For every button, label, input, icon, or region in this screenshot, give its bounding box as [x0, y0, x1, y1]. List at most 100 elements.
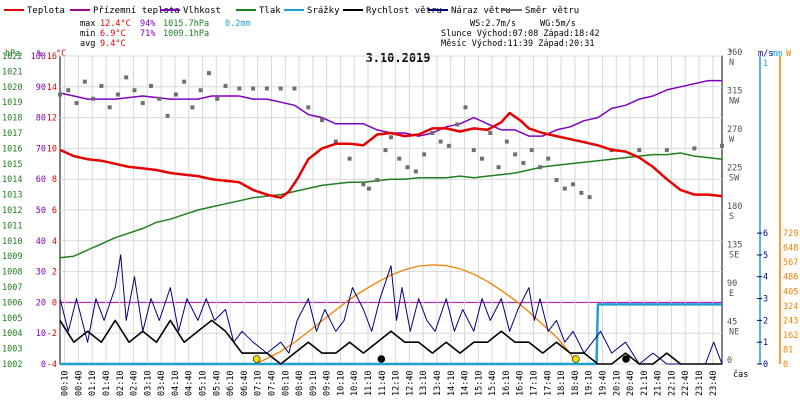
pressure-line — [59, 152, 723, 259]
stat-moon: Měsíc Východ:11:39 Západ:20:31 — [441, 39, 595, 49]
direction-label: SW — [729, 174, 740, 184]
wind-direction-point — [529, 148, 534, 153]
grid — [59, 55, 723, 365]
legend-label: Náraz větru — [451, 6, 511, 16]
wind-direction-point — [383, 148, 388, 153]
sun-radiation-line — [255, 264, 577, 365]
x-tick-label: 05:10 — [199, 370, 209, 396]
humidity-tick: 100 — [31, 52, 46, 62]
humidity-tick: 60 — [36, 175, 46, 185]
stat-ws: WS:2.7m/s — [470, 19, 516, 29]
x-axis: 00:10 00:40 01:10 01:40 02:10 02:40 03:10 03:40… — [61, 370, 719, 396]
x-tick-label: 14:40 — [461, 370, 471, 396]
wind-direction-point — [292, 86, 297, 91]
legend-item-ground-temperature: Přízemní teplota — [70, 6, 180, 16]
direction-label: N — [729, 58, 734, 68]
x-tick-label: 12:10 — [392, 370, 402, 396]
pressure-tick: 1019 — [2, 98, 22, 108]
stat-label-min: min — [80, 29, 95, 39]
wind-direction-point — [438, 139, 443, 144]
x-tick-label: 01:40 — [102, 370, 112, 396]
x-tick-label: 16:40 — [516, 370, 526, 396]
direction-tick: 90 — [727, 279, 737, 289]
legend-label: Přízemní teplota — [93, 6, 180, 16]
x-tick-label: 18:40 — [571, 370, 581, 396]
wind-direction-point — [333, 139, 338, 144]
stat-sun: Slunce Východ:07:08 Západ:18:42 — [441, 29, 600, 39]
wind-direction-point — [430, 131, 435, 135]
pressure-tick: 1021 — [2, 67, 22, 77]
x-tick-label: 23:10 — [695, 370, 705, 396]
x-tick-label: 06:40 — [240, 370, 250, 396]
sun-tick: 729 — [783, 229, 798, 239]
wind-direction-point — [488, 131, 493, 135]
x-tick-label: 11:10 — [364, 370, 374, 396]
wind-direction-point — [664, 148, 669, 153]
wind-direction-point — [637, 148, 642, 153]
x-tick-label: 07:40 — [267, 370, 277, 396]
pressure-tick: 1012 — [2, 206, 22, 216]
rise-set-marker — [622, 355, 630, 363]
x-tick-label: 19:10 — [585, 370, 595, 396]
wind-direction-point — [366, 186, 371, 191]
x-tick-label: 17:40 — [543, 370, 553, 396]
wind-direction-point — [91, 96, 96, 101]
wind-direction-point — [58, 92, 62, 97]
humidity-line — [59, 79, 722, 137]
x-tick-label: 12:40 — [405, 370, 415, 396]
legend-label: Rychlost větru — [366, 6, 442, 16]
pressure-tick: 1016 — [2, 144, 22, 154]
temperature-tick: 16 — [47, 52, 57, 62]
wind-tick: 5 — [763, 251, 768, 261]
wind-direction-point — [347, 156, 352, 161]
pressure-tick: 1004 — [2, 329, 22, 339]
x-tick-label: 21:40 — [654, 370, 664, 396]
legend-label: Srážky — [307, 6, 340, 16]
wind-direction-point — [157, 96, 162, 101]
humidity-unit: % — [37, 49, 42, 59]
stat-hum-max: 94% — [140, 19, 155, 29]
wind-direction-point — [115, 92, 120, 97]
direction-tick: 225 — [727, 164, 742, 174]
sun-tick: 0 — [783, 360, 788, 370]
wind-direction-point — [99, 83, 104, 88]
right-axes: 360N315NW270W225SW180S135SE90E45NE065432… — [727, 48, 798, 370]
wind-direction-point — [422, 152, 427, 157]
wind-direction-point — [74, 101, 79, 106]
legend-label: Teplota — [27, 6, 65, 16]
wind-direction-point — [320, 118, 325, 123]
x-tick-label: 15:40 — [488, 370, 498, 396]
direction-tick: 45 — [727, 318, 737, 328]
sun-tick: 648 — [783, 244, 798, 254]
wind-direction-point — [361, 182, 366, 187]
x-tick-label: 11:40 — [378, 370, 388, 396]
stat-temp-max: 12.4°C — [100, 19, 131, 29]
x-tick-label: 21:10 — [640, 370, 650, 396]
wind-direction-point — [206, 71, 211, 76]
temperature-tick: 12 — [47, 114, 57, 124]
wind-direction-point — [149, 83, 154, 88]
wind-direction-point — [692, 146, 697, 151]
wind-tick: 4 — [763, 273, 768, 283]
sun-unit: W — [786, 49, 792, 59]
stat-label-max: max — [80, 19, 95, 29]
temperature-tick: 0 — [52, 298, 57, 308]
x-tick-label: 04:40 — [185, 370, 195, 396]
wind-direction-point — [264, 86, 269, 91]
sun-tick: 162 — [783, 331, 798, 341]
wind-direction-point — [375, 178, 380, 183]
temperature-tick: 10 — [47, 144, 57, 154]
legend-item-humidity: Vlhkost — [160, 6, 221, 16]
pressure-tick: 1010 — [2, 237, 22, 247]
pressure-tick: 1011 — [2, 221, 22, 231]
wind-direction-point — [455, 122, 460, 127]
x-tick-label: 08:10 — [281, 370, 291, 396]
wind-direction-point — [278, 86, 283, 91]
pressure-tick: 1008 — [2, 268, 22, 278]
pressure-tick: 1006 — [2, 298, 22, 308]
sun-tick: 324 — [783, 302, 798, 312]
pressure-tick: 1007 — [2, 283, 22, 293]
wind-direction-point — [720, 143, 724, 148]
wind-direction-point — [198, 88, 203, 93]
temperature-tick: 14 — [47, 83, 57, 93]
